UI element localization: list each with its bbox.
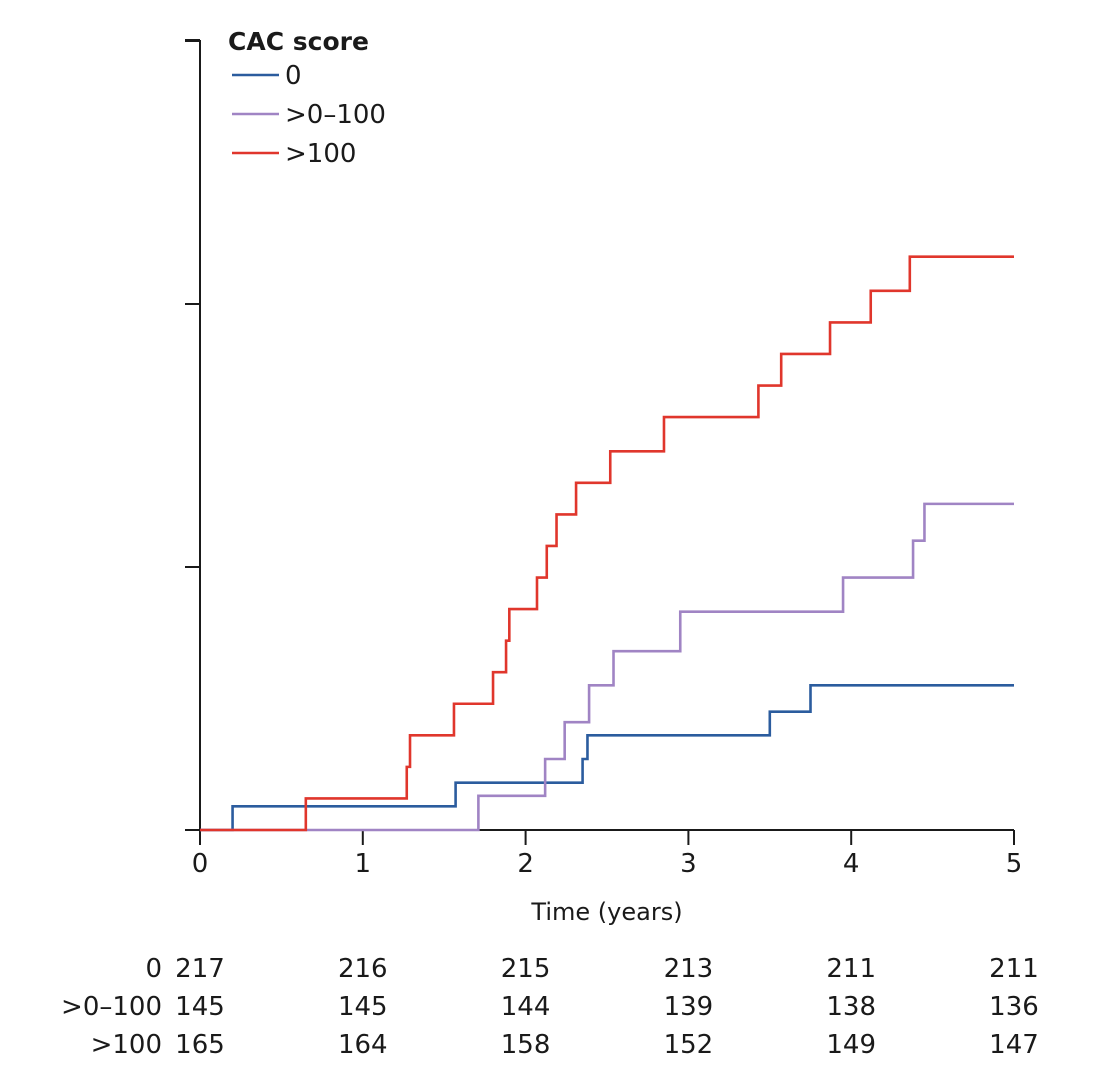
risk-value-2-1: 164 xyxy=(338,1030,388,1060)
risk-value-0-0: 217 xyxy=(175,954,225,984)
risk-value-1-5: 136 xyxy=(989,992,1039,1022)
x-axis-label: Time (years) xyxy=(530,898,682,926)
x-tick-label-4: 4 xyxy=(843,849,860,879)
legend-label-0: 0 xyxy=(285,61,302,91)
risk-row-label-2: >100 xyxy=(91,1030,162,1060)
risk-value-2-3: 152 xyxy=(664,1030,714,1060)
risk-value-2-2: 158 xyxy=(501,1030,551,1060)
risk-value-0-5: 211 xyxy=(989,954,1039,984)
x-tick-label-5: 5 xyxy=(1006,849,1023,879)
series-line-1 xyxy=(200,502,1014,832)
risk-row-label-0: 0 xyxy=(145,954,162,984)
risk-value-0-3: 213 xyxy=(664,954,714,984)
risk-value-0-2: 215 xyxy=(501,954,551,984)
series-line-0 xyxy=(200,684,1014,832)
risk-value-1-3: 139 xyxy=(664,992,714,1022)
risk-value-1-4: 138 xyxy=(826,992,876,1022)
risk-value-1-0: 145 xyxy=(175,992,225,1022)
legend-title: CAC score xyxy=(228,27,369,56)
risk-value-2-5: 147 xyxy=(989,1030,1039,1060)
x-tick-label-1: 1 xyxy=(355,849,372,879)
curves xyxy=(200,255,1014,832)
series-line-2 xyxy=(200,255,1014,832)
risk-value-1-1: 145 xyxy=(338,992,388,1022)
x-tick-label-0: 0 xyxy=(192,849,209,879)
risk-value-0-4: 211 xyxy=(826,954,876,984)
x-tick-label-2: 2 xyxy=(517,849,534,879)
risk-row-label-1: >0–100 xyxy=(61,992,162,1022)
risk-value-2-4: 149 xyxy=(826,1030,876,1060)
legend-label-1: >0–100 xyxy=(285,100,386,130)
risk-table: 0 217 216 215 213 211 211 >0–100 145 145 144 139 138… xyxy=(61,954,1039,1060)
risk-value-1-2: 144 xyxy=(501,992,551,1022)
risk-value-2-0: 165 xyxy=(175,1030,225,1060)
risk-value-0-1: 216 xyxy=(338,954,388,984)
x-tick-label-3: 3 xyxy=(680,849,697,879)
legend-label-2: >100 xyxy=(285,139,356,169)
legend: CAC score 0 >0–100 >100 xyxy=(228,27,386,169)
